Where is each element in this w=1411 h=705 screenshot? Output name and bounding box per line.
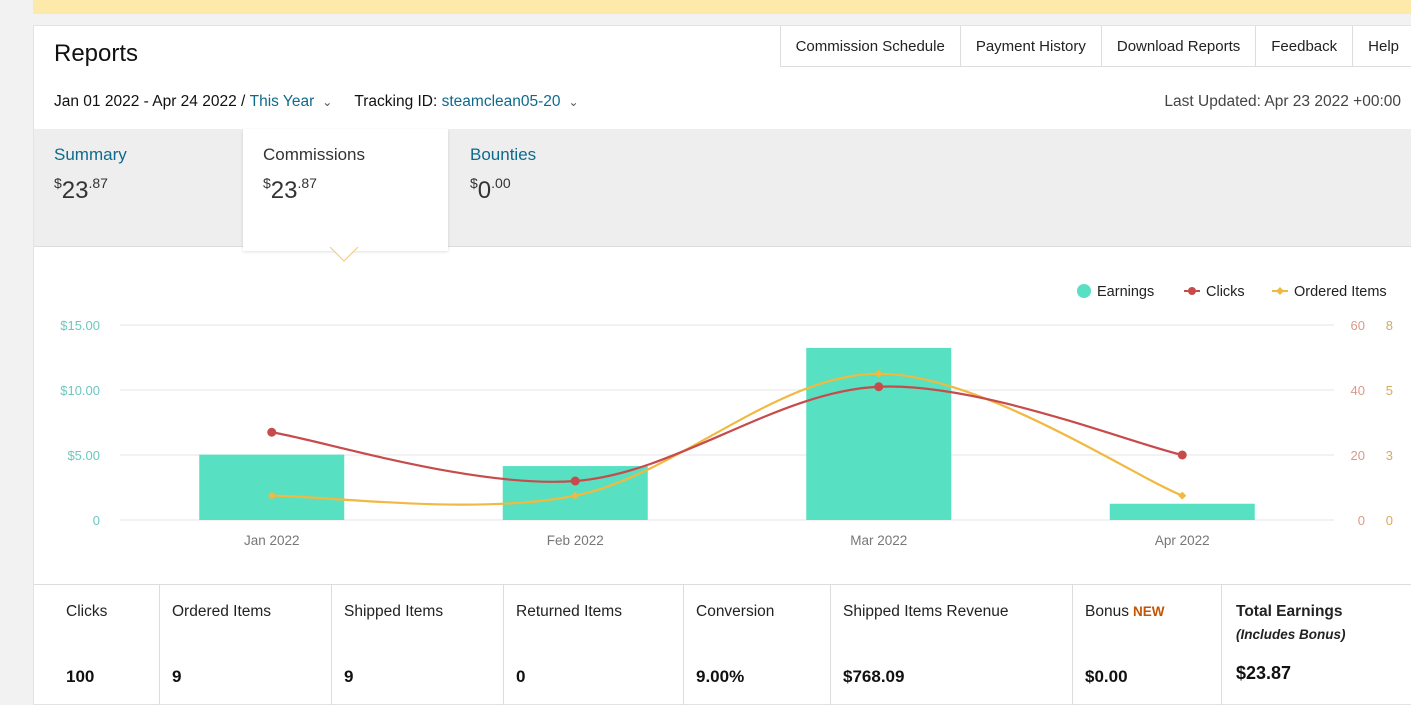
tab-bounties-label: Bounties [470, 145, 537, 164]
nav-download-reports[interactable]: Download Reports [1102, 26, 1257, 66]
stat-returned-items: Returned Items 0 [504, 585, 684, 705]
stat-shipped-items: Shipped Items 9 [332, 585, 504, 705]
earnings-chart: 0 0 0 $5.00 20 3 $10.00 40 5 $15.00 60 8 Jan 2022 Feb… [34, 266, 1411, 584]
ordered-items-point [1178, 491, 1187, 500]
stat-label: Conversion [696, 603, 775, 620]
stat-value: $0.00 [1085, 667, 1128, 686]
stats-row: Clicks 100 Ordered Items 9 Shipped Items… [34, 584, 1411, 705]
ordered-items-point [267, 491, 276, 500]
date-range-dropdown[interactable]: Jan 01 2022 - Apr 24 2022 / This Year ⌄ [54, 93, 332, 111]
page-title: Reports [54, 40, 139, 67]
legend-ordered-items-swatch [1276, 287, 1284, 295]
stat-sub-label: (Includes Bonus) [1236, 627, 1346, 642]
stat-label: Clicks [66, 603, 108, 620]
stat-label: Shipped Items [344, 603, 444, 620]
tab-commissions[interactable]: Commissions $23.87 [243, 129, 448, 251]
date-range-preset[interactable]: This Year [249, 93, 315, 110]
tab-summary-amount: $23.87 [54, 175, 108, 204]
tab-summary-label: Summary [54, 145, 127, 164]
clicks-point [874, 382, 884, 392]
legend-clicks-label: Clicks [1206, 284, 1245, 300]
earnings-chart-svg: 0 0 0 $5.00 20 3 $10.00 40 5 $15.00 60 8 Jan 2022 Feb… [60, 284, 1393, 548]
y-right-tick-label: 40 [1351, 383, 1365, 398]
y-right2-tick-label: 8 [1386, 318, 1393, 333]
clicks-point [1177, 450, 1187, 460]
tracking-id-label: Tracking ID: [354, 93, 442, 110]
stat-label: Ordered Items [172, 603, 272, 620]
last-updated: Last Updated: Apr 23 2022 +00:00 [1164, 93, 1401, 110]
stat-label: Shipped Items Revenue [843, 603, 1009, 620]
stat-value: $768.09 [843, 667, 905, 686]
date-range-text: Jan 01 2022 - Apr 24 2022 / [54, 93, 250, 110]
stat-total-earnings: Total Earnings (Includes Bonus) $23.87 [1222, 585, 1411, 705]
new-badge: NEW [1132, 604, 1165, 619]
tab-summary[interactable]: Summary $23.87 [34, 129, 244, 247]
reports-card: Reports Commission Schedule Payment Hist… [33, 25, 1411, 705]
notice-banner [33, 0, 1411, 14]
legend-ordered-items-label: Ordered Items [1294, 284, 1387, 300]
tab-commissions-amount: $23.87 [263, 175, 317, 204]
nav-feedback[interactable]: Feedback [1256, 26, 1354, 66]
chevron-down-icon: ⌄ [568, 95, 579, 109]
nav-help[interactable]: Help [1368, 37, 1399, 55]
x-tick-label: Jan 2022 [244, 533, 300, 548]
reports-nav: Commission Schedule Payment History Down… [779, 26, 1411, 67]
y-right2-tick-label: 3 [1386, 448, 1393, 463]
tab-bounties-amount: $0.00 [470, 175, 511, 204]
stat-value: 100 [66, 667, 95, 686]
ordered-items-point [571, 491, 580, 500]
legend-earnings-label: Earnings [1097, 284, 1154, 300]
stat-value: 9 [172, 667, 182, 686]
clicks-line [271, 385, 1183, 483]
y-right2-tick-label: 0 [1386, 513, 1393, 528]
earnings-bar [199, 454, 345, 520]
y-right2-tick-label: 5 [1386, 383, 1393, 398]
chevron-down-icon: ⌄ [322, 95, 333, 109]
legend-earnings-swatch [1077, 284, 1091, 298]
tracking-id-dropdown[interactable]: Tracking ID: steamclean05-20 ⌄ [354, 93, 578, 111]
ordered-items-line [271, 372, 1183, 506]
stat-label: Total Earnings [1236, 603, 1343, 620]
nav-payment-history[interactable]: Payment History [961, 26, 1102, 66]
active-tab-caret-icon [330, 247, 358, 262]
stat-ordered-items: Ordered Items 9 [160, 585, 332, 705]
tab-commissions-label: Commissions [263, 145, 366, 164]
stat-value: 9 [344, 667, 354, 686]
stat-conversion: Conversion 9.00% [684, 585, 831, 705]
stat-label: Returned Items [516, 603, 622, 620]
y-right-tick-label: 20 [1351, 448, 1365, 463]
y-right-tick-label: 0 [1358, 513, 1365, 528]
summary-tabs: Summary $23.87 Commissions $23.87 Bounti… [34, 129, 1411, 251]
stat-value: 9.00% [696, 667, 745, 686]
stat-shipped-revenue: Shipped Items Revenue $768.09 [831, 585, 1073, 705]
stat-label: Bonus NEW [1085, 603, 1165, 620]
clicks-point [570, 476, 580, 486]
stat-clicks: Clicks 100 [34, 585, 160, 705]
y-right-tick-label: 60 [1351, 318, 1365, 333]
ordered-items-point [874, 369, 883, 378]
stat-value: $23.87 [1236, 663, 1292, 683]
x-tick-label: Feb 2022 [547, 533, 604, 548]
stat-bonus: Bonus NEW $0.00 [1073, 585, 1222, 705]
tab-bounties[interactable]: Bounties $0.00 [450, 129, 660, 247]
earnings-bar [1109, 503, 1255, 520]
x-tick-label: Apr 2022 [1155, 533, 1210, 548]
y-left-tick-label: 0 [93, 513, 100, 528]
legend-clicks-swatch [1188, 287, 1196, 295]
y-left-tick-label: $15.00 [60, 318, 100, 333]
y-left-tick-label: $10.00 [60, 383, 100, 398]
x-tick-label: Mar 2022 [850, 533, 907, 548]
y-left-tick-label: $5.00 [67, 448, 100, 463]
report-filters: Jan 01 2022 - Apr 24 2022 / This Year ⌄ … [54, 93, 579, 111]
tracking-id-value[interactable]: steamclean05-20 [441, 93, 561, 110]
clicks-point [267, 427, 277, 437]
nav-commission-schedule[interactable]: Commission Schedule [781, 26, 961, 66]
stat-value: 0 [516, 667, 526, 686]
